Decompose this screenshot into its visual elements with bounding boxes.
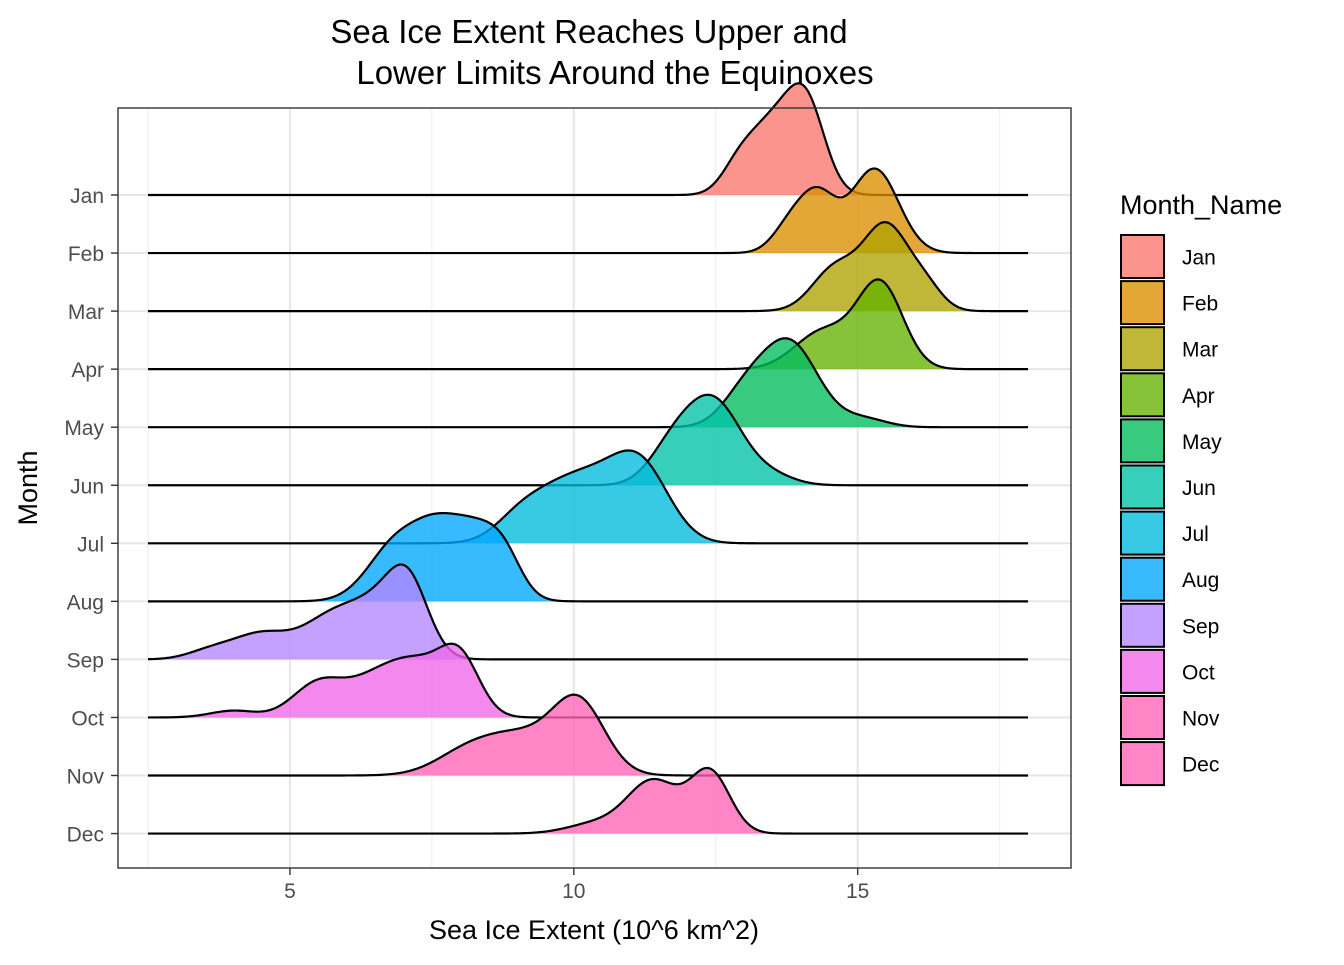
- legend: Month_Name Jan Feb Mar Apr May Jun Jul Aug Sep Oc…: [1120, 190, 1282, 787]
- x-tick-label: 15: [846, 880, 869, 903]
- legend-label: Feb: [1182, 293, 1218, 316]
- y-tick-label: Dec: [67, 824, 104, 847]
- ridge-nov: [148, 693, 1028, 777]
- legend-key: [1120, 510, 1165, 556]
- legend-key: [1120, 695, 1165, 740]
- legend-item-jan: Jan: [1120, 234, 1216, 279]
- ridge-series: [147, 82, 1028, 835]
- legend-label: Dec: [1182, 754, 1219, 777]
- ridge-fill-feb: [148, 168, 1028, 254]
- legend-item-jul: Jul: [1120, 510, 1209, 556]
- legend-label: Jun: [1182, 477, 1216, 500]
- ridge-dec: [148, 766, 1028, 835]
- ridge-line-may: [148, 337, 1028, 429]
- y-tick-label: Aug: [67, 591, 104, 614]
- legend-item-mar: Mar: [1120, 326, 1218, 372]
- legend-item-jun: Jun: [1120, 464, 1216, 510]
- x-axis: 5 10 15: [284, 868, 869, 903]
- ridge-line-feb: [148, 167, 1028, 255]
- y-axis-title: Month: [13, 450, 43, 525]
- legend-title: Month_Name: [1120, 190, 1282, 220]
- legend-label: Jan: [1182, 247, 1216, 270]
- y-tick-label: Sep: [67, 649, 104, 672]
- ridge-jul: [148, 449, 1028, 545]
- ridge-fill-nov: [148, 694, 1028, 776]
- legend-key: [1120, 326, 1165, 372]
- legend-key: [1120, 602, 1165, 648]
- legend-label: Oct: [1182, 661, 1215, 684]
- ridge-line-apr: [148, 278, 1028, 371]
- legend-item-apr: Apr: [1120, 372, 1215, 418]
- x-tick-label: 10: [562, 880, 585, 903]
- y-tick-label: Jul: [77, 533, 104, 556]
- y-tick-label: May: [64, 417, 104, 440]
- legend-label: Aug: [1182, 569, 1219, 592]
- ridge-sep: [147, 563, 1028, 661]
- legend-key: [1120, 741, 1165, 787]
- legend-item-feb: Feb: [1120, 280, 1218, 326]
- legend-item-oct: Oct: [1120, 648, 1215, 694]
- ridge-line-nov: [148, 693, 1028, 777]
- legend-key: [1120, 648, 1165, 694]
- legend-item-aug: Aug: [1120, 556, 1219, 602]
- chart-title-line-1: Sea Ice Extent Reaches Upper and: [330, 13, 847, 50]
- y-axis: Jan Feb Mar Apr May Jun Jul Aug Sep Oct Nov Dec: [64, 185, 118, 847]
- ridge-fill-jul: [148, 450, 1028, 544]
- legend-item-may: May: [1120, 418, 1222, 464]
- legend-key: [1120, 464, 1165, 510]
- legend-key: [1120, 280, 1165, 326]
- ridge-line-mar: [148, 221, 1028, 313]
- y-tick-label: Oct: [71, 707, 104, 730]
- legend-key: [1120, 234, 1165, 279]
- legend-item-nov: Nov: [1120, 695, 1220, 740]
- legend-key: [1120, 418, 1165, 464]
- ridge-line-jul: [148, 449, 1028, 545]
- ridge-line-sep: [147, 563, 1028, 661]
- chart-title-line-2: Lower Limits Around the Equinoxes: [356, 54, 873, 91]
- legend-key: [1120, 372, 1165, 418]
- ridge-fill-apr: [148, 279, 1028, 370]
- ridge-aug: [148, 511, 1028, 603]
- y-tick-label: Apr: [71, 359, 104, 382]
- ridge-fill-may: [148, 338, 1028, 428]
- legend-item-dec: Dec: [1120, 741, 1219, 787]
- legend-item-sep: Sep: [1120, 602, 1219, 648]
- y-tick-label: Feb: [68, 243, 104, 266]
- ridge-apr: [148, 278, 1028, 371]
- ridge-fill-aug: [148, 513, 1028, 602]
- plot-panel-border: [117, 107, 1072, 869]
- legend-label: Nov: [1182, 708, 1220, 731]
- ridge-line-aug: [148, 511, 1028, 603]
- ridge-line-dec: [148, 766, 1028, 835]
- y-tick-label: Jun: [70, 475, 104, 498]
- y-tick-label: Mar: [68, 301, 104, 324]
- legend-label: May: [1182, 431, 1222, 454]
- legend-label: Jul: [1182, 523, 1209, 546]
- legend-label: Mar: [1182, 339, 1218, 362]
- legend-label: Apr: [1182, 385, 1215, 408]
- x-axis-title: Sea Ice Extent (10^6 km^2): [429, 915, 759, 945]
- legend-label: Sep: [1182, 615, 1219, 638]
- y-tick-label: Jan: [70, 185, 104, 208]
- ridge-fill-jan: [148, 83, 1028, 195]
- ridge-fill-mar: [148, 222, 1028, 312]
- y-tick-label: Nov: [67, 766, 105, 789]
- ridge-feb: [148, 167, 1028, 255]
- ridge-may: [148, 337, 1028, 429]
- ridge-fill-oct: [148, 643, 1028, 718]
- ridge-mar: [148, 221, 1028, 313]
- legend-key: [1120, 556, 1165, 602]
- ridge-fill-sep: [148, 564, 1028, 660]
- x-tick-label: 5: [284, 880, 296, 903]
